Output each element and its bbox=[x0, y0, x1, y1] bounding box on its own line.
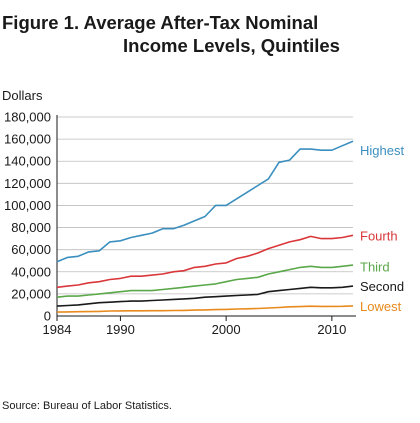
y-tick-label: 40,000 bbox=[11, 264, 51, 279]
y-tick-label: 20,000 bbox=[11, 286, 51, 301]
series-label-second: Second bbox=[360, 279, 404, 294]
figure-title-line-2: Income Levels, Quintiles bbox=[123, 35, 340, 56]
series-lines bbox=[56, 140, 354, 313]
y-tick-label: 180,000 bbox=[4, 110, 51, 125]
series-label-lowest: Lowest bbox=[360, 299, 402, 314]
y-tick-label: 60,000 bbox=[11, 242, 51, 257]
x-tick-label: 2010 bbox=[317, 322, 346, 337]
x-tick-label: 1984 bbox=[43, 322, 72, 337]
x-tick-label: 1990 bbox=[106, 322, 135, 337]
series-line-fourth bbox=[56, 234, 354, 289]
y-tick-label: 120,000 bbox=[4, 176, 51, 191]
series-line-second bbox=[56, 285, 354, 307]
y-axis-units-label: Dollars bbox=[2, 88, 43, 103]
figure-title-line-1: Figure 1. Average After-Tax Nominal bbox=[2, 12, 319, 33]
y-tick-label: 160,000 bbox=[4, 132, 51, 147]
series-labels: Highest Fourth Third Second Lowest bbox=[360, 143, 404, 314]
series-label-third: Third bbox=[360, 259, 390, 274]
y-tick-label: 100,000 bbox=[4, 198, 51, 213]
gridlines bbox=[57, 116, 353, 295]
series-line-lowest bbox=[56, 305, 354, 313]
series-label-fourth: Fourth bbox=[360, 228, 398, 243]
y-tick-label: 140,000 bbox=[4, 154, 51, 169]
axes bbox=[56, 115, 356, 321]
y-tick-label: 80,000 bbox=[11, 220, 51, 235]
x-tick-labels: 1984 1990 2000 2010 bbox=[43, 322, 347, 337]
source-note: Source: Bureau of Labor Statistics. bbox=[2, 400, 172, 412]
y-tick-label: 0 bbox=[44, 309, 51, 324]
series-line-third bbox=[56, 264, 354, 298]
series-line-highest bbox=[56, 140, 354, 263]
y-tick-labels: 0 20,000 40,000 60,000 80,000 100,000 120,000 1… bbox=[4, 110, 51, 324]
series-label-highest: Highest bbox=[360, 143, 404, 158]
x-tick-label: 2000 bbox=[212, 322, 241, 337]
